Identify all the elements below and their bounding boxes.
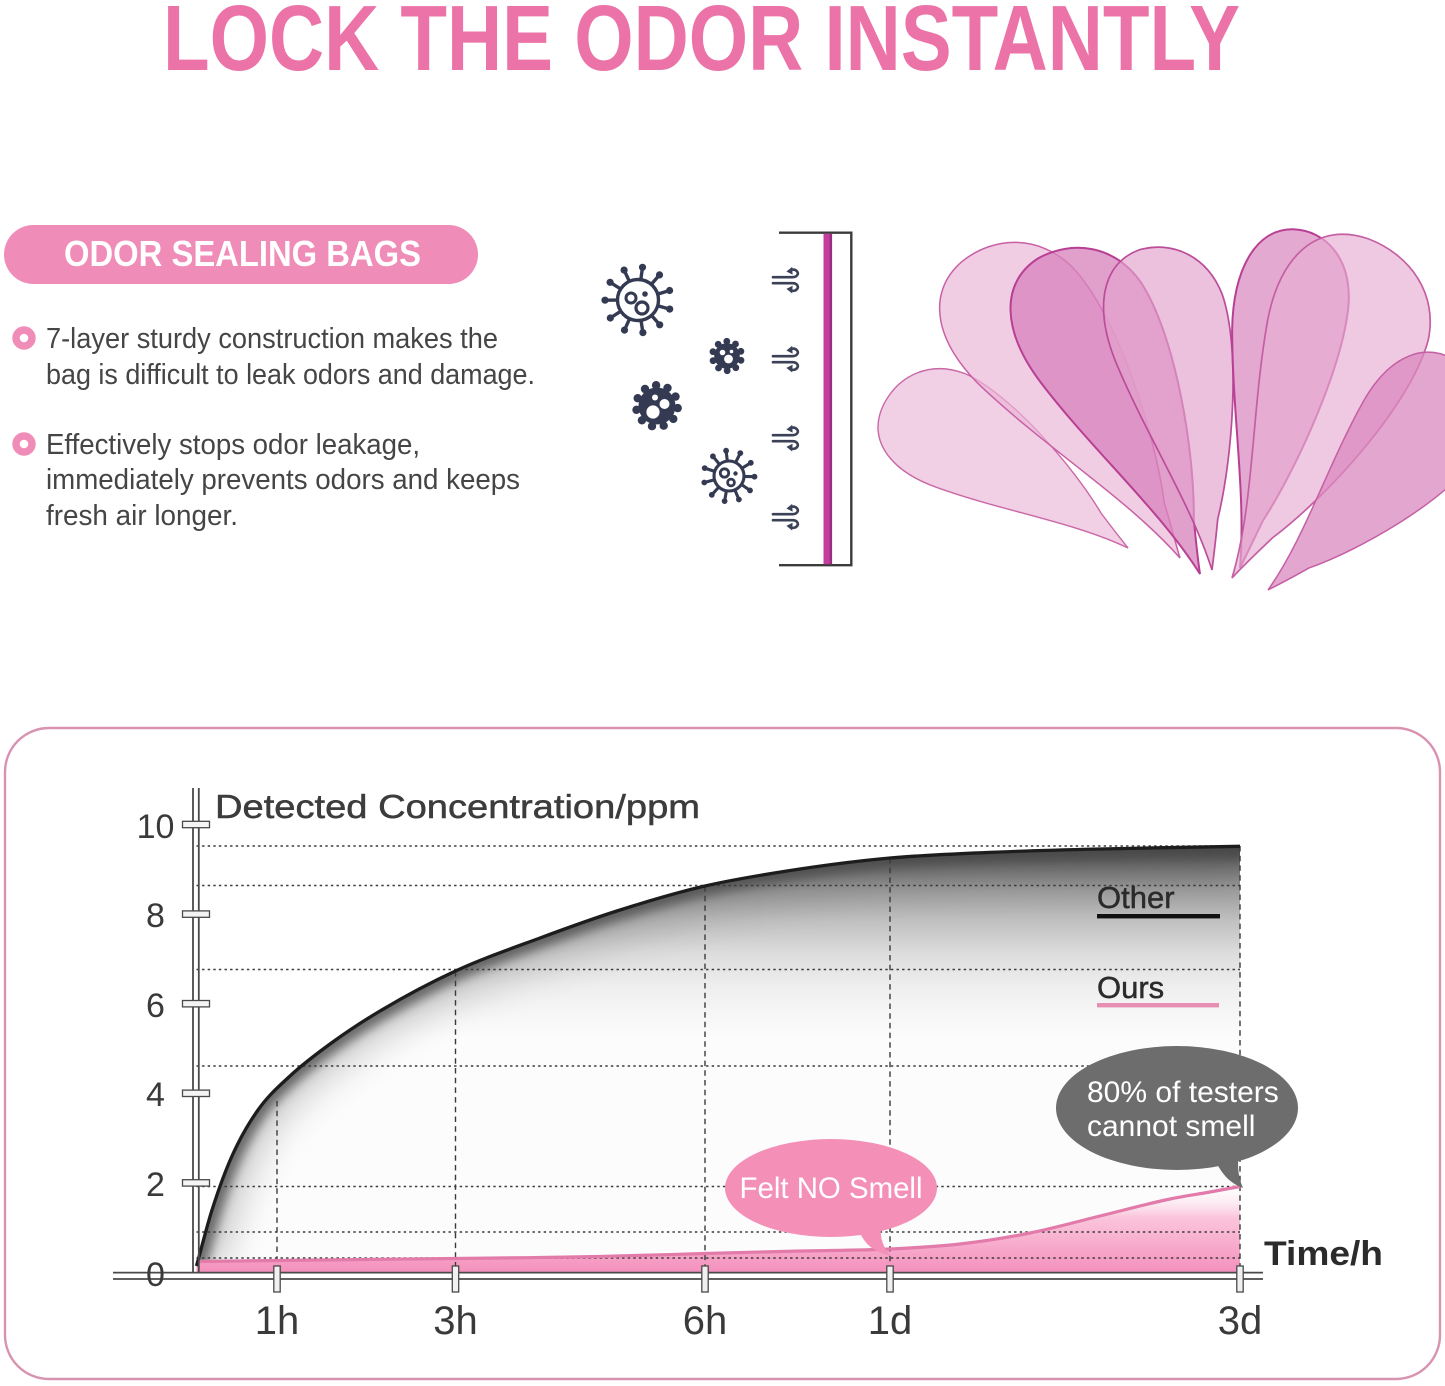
svg-text:Ours: Ours bbox=[1097, 970, 1164, 1005]
svg-text:6h: 6h bbox=[683, 1299, 728, 1343]
svg-text:Effectively stops odor leakage: Effectively stops odor leakage, bbox=[46, 429, 420, 461]
svg-text:fresh air longer.: fresh air longer. bbox=[46, 500, 238, 532]
svg-text:bag is difficult to leak odors: bag is difficult to leak odors and damag… bbox=[46, 359, 535, 391]
svg-text:Other: Other bbox=[1097, 880, 1175, 915]
svg-text:10: 10 bbox=[137, 808, 175, 846]
svg-text:ODOR SEALING BAGS: ODOR SEALING BAGS bbox=[64, 233, 421, 274]
svg-text:8: 8 bbox=[146, 897, 165, 935]
svg-text:3d: 3d bbox=[1218, 1299, 1263, 1343]
svg-text:1h: 1h bbox=[255, 1299, 300, 1343]
svg-text:0: 0 bbox=[146, 1256, 165, 1294]
svg-text:7-layer sturdy construction ma: 7-layer sturdy construction makes the bbox=[46, 323, 498, 355]
svg-text:Detected Concentration/ppm: Detected Concentration/ppm bbox=[215, 788, 700, 825]
svg-text:80% of testers: 80% of testers bbox=[1087, 1076, 1279, 1109]
svg-text:Felt NO Smell: Felt NO Smell bbox=[740, 1172, 923, 1205]
svg-text:Time/h: Time/h bbox=[1264, 1235, 1383, 1273]
svg-text:3h: 3h bbox=[433, 1299, 478, 1343]
svg-text:LOCK THE ODOR INSTANTLY: LOCK THE ODOR INSTANTLY bbox=[163, 0, 1240, 90]
svg-text:2: 2 bbox=[146, 1166, 165, 1204]
svg-text:immediately prevents odors and: immediately prevents odors and keeps bbox=[46, 464, 520, 496]
svg-text:6: 6 bbox=[146, 987, 165, 1025]
svg-text:1d: 1d bbox=[868, 1299, 913, 1343]
svg-text:4: 4 bbox=[146, 1076, 165, 1114]
svg-text:cannot smell: cannot smell bbox=[1087, 1110, 1255, 1143]
